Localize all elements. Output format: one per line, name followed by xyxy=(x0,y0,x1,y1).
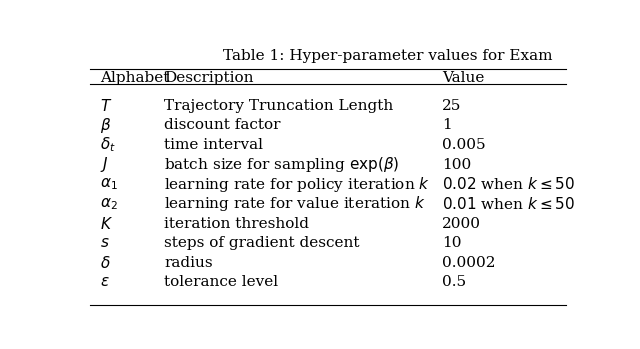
Text: 25: 25 xyxy=(442,99,461,113)
Text: $T$: $T$ xyxy=(100,98,112,114)
Text: $\delta_t$: $\delta_t$ xyxy=(100,136,116,154)
Text: iteration threshold: iteration threshold xyxy=(164,216,309,231)
Text: time interval: time interval xyxy=(164,138,263,152)
Text: steps of gradient descent: steps of gradient descent xyxy=(164,236,360,250)
Text: $\alpha_1$: $\alpha_1$ xyxy=(100,177,118,192)
Text: discount factor: discount factor xyxy=(164,118,281,133)
Text: $J$: $J$ xyxy=(100,155,108,174)
Text: 1: 1 xyxy=(442,118,452,133)
Text: tolerance level: tolerance level xyxy=(164,275,278,289)
Text: 0.005: 0.005 xyxy=(442,138,486,152)
Text: 2000: 2000 xyxy=(442,216,481,231)
Text: Alphabet: Alphabet xyxy=(100,71,169,85)
Text: $\alpha_2$: $\alpha_2$ xyxy=(100,196,118,212)
Text: $\beta$: $\beta$ xyxy=(100,116,111,135)
Text: 100: 100 xyxy=(442,158,471,172)
Text: batch size for sampling $\exp(\beta)$: batch size for sampling $\exp(\beta)$ xyxy=(164,155,400,174)
Text: learning rate for value iteration $k$: learning rate for value iteration $k$ xyxy=(164,194,426,214)
Text: radius: radius xyxy=(164,256,213,270)
Text: 10: 10 xyxy=(442,236,461,250)
Text: learning rate for policy iteration $k$: learning rate for policy iteration $k$ xyxy=(164,175,430,194)
Text: $K$: $K$ xyxy=(100,216,113,231)
Text: 0.5: 0.5 xyxy=(442,275,466,289)
Text: 0.0002: 0.0002 xyxy=(442,256,495,270)
Text: $\delta$: $\delta$ xyxy=(100,255,111,271)
Text: Table 1: Hyper-parameter values for Exam: Table 1: Hyper-parameter values for Exam xyxy=(223,49,552,62)
Text: $0.02$ when $k \leq 50$: $0.02$ when $k \leq 50$ xyxy=(442,176,575,192)
Text: Trajectory Truncation Length: Trajectory Truncation Length xyxy=(164,99,394,113)
Text: Value: Value xyxy=(442,71,484,85)
Text: $\epsilon$: $\epsilon$ xyxy=(100,275,109,289)
Text: $0.01$ when $k \leq 50$: $0.01$ when $k \leq 50$ xyxy=(442,196,575,212)
Text: $s$: $s$ xyxy=(100,236,109,250)
Text: Description: Description xyxy=(164,71,254,85)
